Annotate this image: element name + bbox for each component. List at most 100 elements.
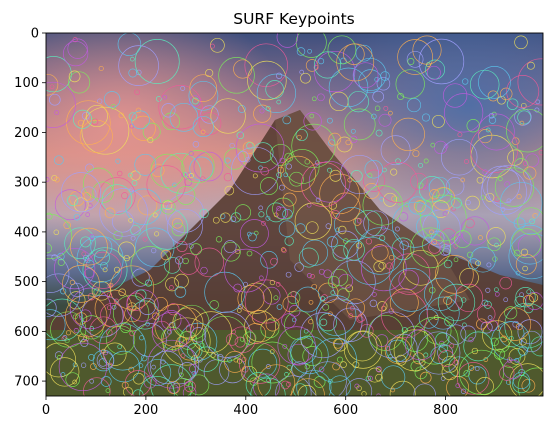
keypoint-circle: [204, 311, 251, 358]
keypoint-circle: [189, 74, 217, 102]
keypoint-circle: [139, 335, 145, 341]
keypoint-circle: [385, 346, 391, 351]
keypoint-circle: [391, 237, 415, 261]
keypoint-circle: [107, 283, 113, 289]
keypoint-circle: [258, 275, 264, 281]
keypoint-circle: [256, 73, 297, 113]
keypoint-circle: [508, 348, 526, 365]
keypoint-circle: [526, 61, 535, 70]
keypoint-circle: [414, 366, 428, 380]
keypoint-circle: [399, 240, 409, 250]
keypoint-circle: [230, 216, 237, 223]
keypoint-circle: [240, 282, 273, 314]
keypoint-circle: [185, 324, 195, 333]
keypoint-circle: [297, 385, 317, 396]
keypoint-circle: [337, 288, 350, 301]
keypoint-circle: [65, 295, 108, 338]
keypoint-circle: [131, 180, 138, 186]
keypoint-circle: [228, 326, 256, 354]
keypoint-circle: [172, 217, 183, 229]
keypoint-circle: [410, 316, 459, 365]
keypoint-circle: [124, 305, 141, 323]
keypoint-circle: [284, 372, 289, 377]
keypoint-circle: [73, 213, 81, 221]
y-tick-label: 100: [14, 76, 39, 91]
keypoint-circle: [118, 241, 136, 259]
keypoint-circle: [482, 169, 488, 175]
keypoint-circle: [151, 312, 192, 352]
keypoint-circle: [260, 319, 280, 339]
keypoint-circle: [151, 163, 165, 178]
keypoint-circle: [380, 71, 390, 81]
keypoint-circle: [306, 273, 312, 278]
keypoint-circle: [258, 211, 265, 218]
keypoint-circle: [318, 58, 325, 65]
keypoint-circle: [184, 178, 193, 187]
keypoint-circle: [423, 277, 458, 311]
keypoint-circle: [482, 320, 513, 351]
x-tick-label: 800: [433, 403, 458, 418]
keypoint-circle: [190, 327, 207, 343]
keypoint-circle: [355, 44, 373, 62]
keypoint-circle: [388, 110, 393, 116]
x-axis: 0 200 400 600 800: [42, 396, 458, 418]
keypoint-circle: [242, 141, 256, 155]
keypoint-circle: [538, 149, 543, 156]
keypoint-circle: [188, 173, 194, 179]
keypoint-circle: [46, 177, 50, 182]
keypoint-circle: [145, 321, 150, 327]
keypoint-circle: [459, 268, 479, 288]
keypoint-circle: [161, 326, 185, 350]
keypoint-circle: [116, 170, 123, 177]
keypoint-circle: [239, 219, 269, 249]
keypoint-circle: [369, 299, 378, 308]
keypoint-circle: [486, 262, 492, 268]
keypoint-circle: [83, 335, 90, 342]
keypoint-circle: [186, 343, 203, 359]
keypoint-circle: [194, 247, 225, 278]
keypoint-circle: [260, 166, 269, 176]
keypoint-circle: [443, 295, 453, 305]
keypoint-circle: [67, 38, 88, 59]
keypoint-circle: [282, 115, 292, 125]
keypoint-circle: [346, 236, 395, 285]
keypoint-circle: [216, 354, 224, 361]
keypoint-circle: [138, 297, 156, 315]
keypoint-circle: [327, 167, 332, 173]
keypoint-circle: [147, 339, 197, 389]
keypoint-circle: [308, 299, 314, 305]
keypoint-circle: [209, 300, 219, 310]
keypoint-circle: [517, 58, 543, 106]
keypoint-circle: [128, 112, 137, 121]
keypoint-circle: [180, 85, 186, 91]
keypoint-circle: [83, 377, 111, 396]
keypoint-circle: [131, 110, 150, 130]
keypoint-circle: [408, 196, 427, 215]
keypoint-circle: [258, 205, 264, 211]
keypoint-circle: [169, 102, 199, 132]
keypoint-circle: [201, 315, 248, 362]
keypoint-circle: [215, 236, 223, 243]
keypoint-circle: [404, 329, 437, 361]
keypoint-circle: [174, 340, 181, 347]
keypoint-circle: [460, 177, 466, 183]
keypoint-circle: [314, 50, 356, 93]
keypoint-circle: [218, 57, 255, 94]
keypoint-circle: [508, 232, 543, 280]
keypoint-circle: [499, 87, 513, 101]
keypoint-circle: [251, 310, 267, 325]
keypoint-circle: [333, 207, 370, 243]
keypoint-circle: [343, 239, 365, 261]
keypoint-circle: [72, 109, 93, 129]
keypoint-circle: [79, 119, 113, 153]
keypoint-circle: [320, 296, 326, 302]
keypoint-circle: [176, 185, 196, 205]
keypoint-circle: [62, 40, 89, 67]
keypoint-circle: [509, 363, 543, 396]
keypoint-circle: [200, 129, 206, 135]
keypoint-circle: [140, 354, 148, 362]
keypoint-circle: [453, 257, 459, 263]
keypoint-circle: [437, 283, 476, 322]
keypoint-circle: [167, 380, 181, 394]
keypoint-circle: [483, 300, 492, 309]
